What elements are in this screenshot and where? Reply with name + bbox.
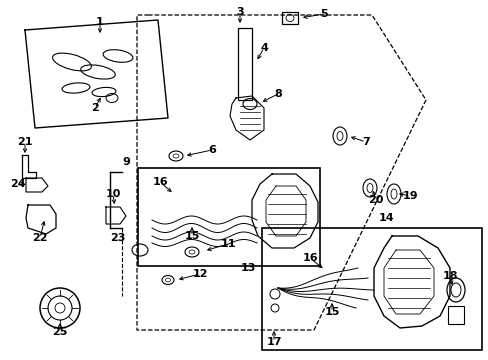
Text: 6: 6: [207, 145, 216, 155]
Text: 18: 18: [441, 271, 457, 281]
Text: 5: 5: [320, 9, 327, 19]
Text: 21: 21: [17, 137, 33, 147]
Text: 19: 19: [401, 191, 417, 201]
Text: 16: 16: [152, 177, 167, 187]
Bar: [138, 168, 319, 266]
Text: 8: 8: [274, 89, 281, 99]
Text: 15: 15: [324, 307, 339, 317]
Text: 25: 25: [52, 327, 67, 337]
Bar: [282, 12, 297, 24]
Text: 17: 17: [265, 337, 281, 347]
Text: 12: 12: [192, 269, 207, 279]
Text: 22: 22: [32, 233, 48, 243]
Text: 16: 16: [302, 253, 317, 263]
Text: 3: 3: [236, 7, 244, 17]
Bar: [447, 306, 463, 324]
Text: 20: 20: [367, 195, 383, 205]
Text: 15: 15: [184, 231, 199, 241]
Text: 14: 14: [377, 213, 393, 223]
Text: 2: 2: [91, 103, 99, 113]
Text: 7: 7: [362, 137, 369, 147]
Text: 1: 1: [96, 17, 103, 27]
Bar: [238, 28, 251, 100]
Text: 24: 24: [10, 179, 26, 189]
Bar: [262, 228, 481, 350]
Text: 11: 11: [220, 239, 235, 249]
Text: 4: 4: [260, 43, 267, 53]
Text: 13: 13: [240, 263, 255, 273]
Text: 23: 23: [110, 233, 125, 243]
Text: 10: 10: [105, 189, 121, 199]
Text: 9: 9: [122, 157, 130, 167]
